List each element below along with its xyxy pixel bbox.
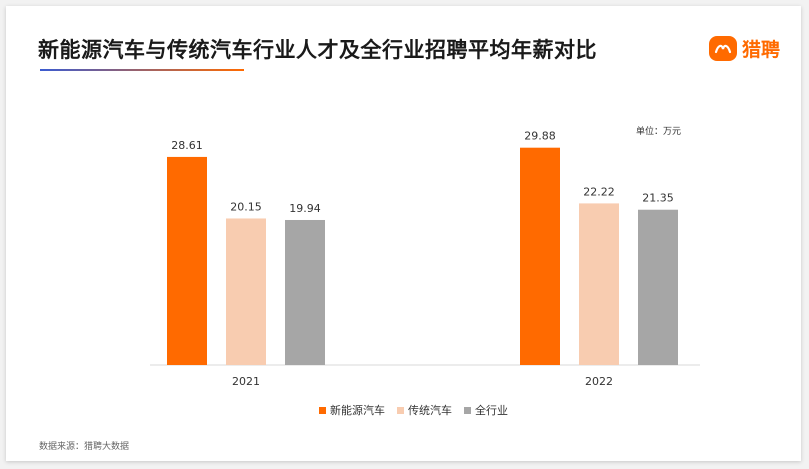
bar-new-energy-2021: [167, 156, 207, 365]
data-label-all-industry-2022: 21.35: [642, 192, 674, 205]
data-label-traditional-2021: 20.15: [230, 200, 262, 213]
chart-legend: 新能源汽车 传统汽车 全行业: [319, 402, 520, 418]
liepin-logo-icon: [709, 36, 737, 61]
bar-new-energy-2022: [520, 147, 560, 365]
legend-swatch-new-energy: [319, 406, 326, 414]
logo-text: 猎聘: [742, 39, 781, 61]
legend-item-traditional: 传统汽车: [397, 402, 452, 418]
liepin-logo: 猎聘: [709, 35, 780, 62]
chart-title: 新能源汽车与传统汽车行业人才及全行业招聘平均年薪对比: [38, 38, 597, 62]
legend-label-all-industry: 全行业: [475, 404, 508, 417]
legend-swatch-all-industry: [464, 406, 471, 414]
legend-item-all-industry: 全行业: [464, 402, 508, 418]
data-label-new-energy-2021: 28.61: [171, 139, 203, 152]
bar-traditional-2022: [579, 203, 619, 365]
x-tick-label-2022: 2022: [585, 375, 613, 388]
legend-label-new-energy: 新能源汽车: [330, 404, 385, 417]
unit-label: 单位：万元: [636, 127, 682, 137]
bar-all-industry-2022: [638, 209, 678, 365]
legend-item-new-energy: 新能源汽车: [319, 402, 385, 418]
data-label-new-energy-2022: 29.88: [524, 130, 556, 143]
x-tick-label-2021: 2021: [232, 375, 260, 388]
data-label-all-industry-2021: 19.94: [289, 202, 321, 215]
title-underline: [40, 69, 244, 71]
legend-label-traditional: 传统汽车: [408, 404, 452, 417]
data-label-traditional-2022: 22.22: [583, 185, 615, 198]
data-source: 数据来源：猎聘大数据: [39, 442, 130, 452]
bar-all-industry-2021: [285, 219, 325, 365]
bar-traditional-2021: [226, 218, 266, 365]
legend-swatch-traditional: [397, 406, 404, 414]
